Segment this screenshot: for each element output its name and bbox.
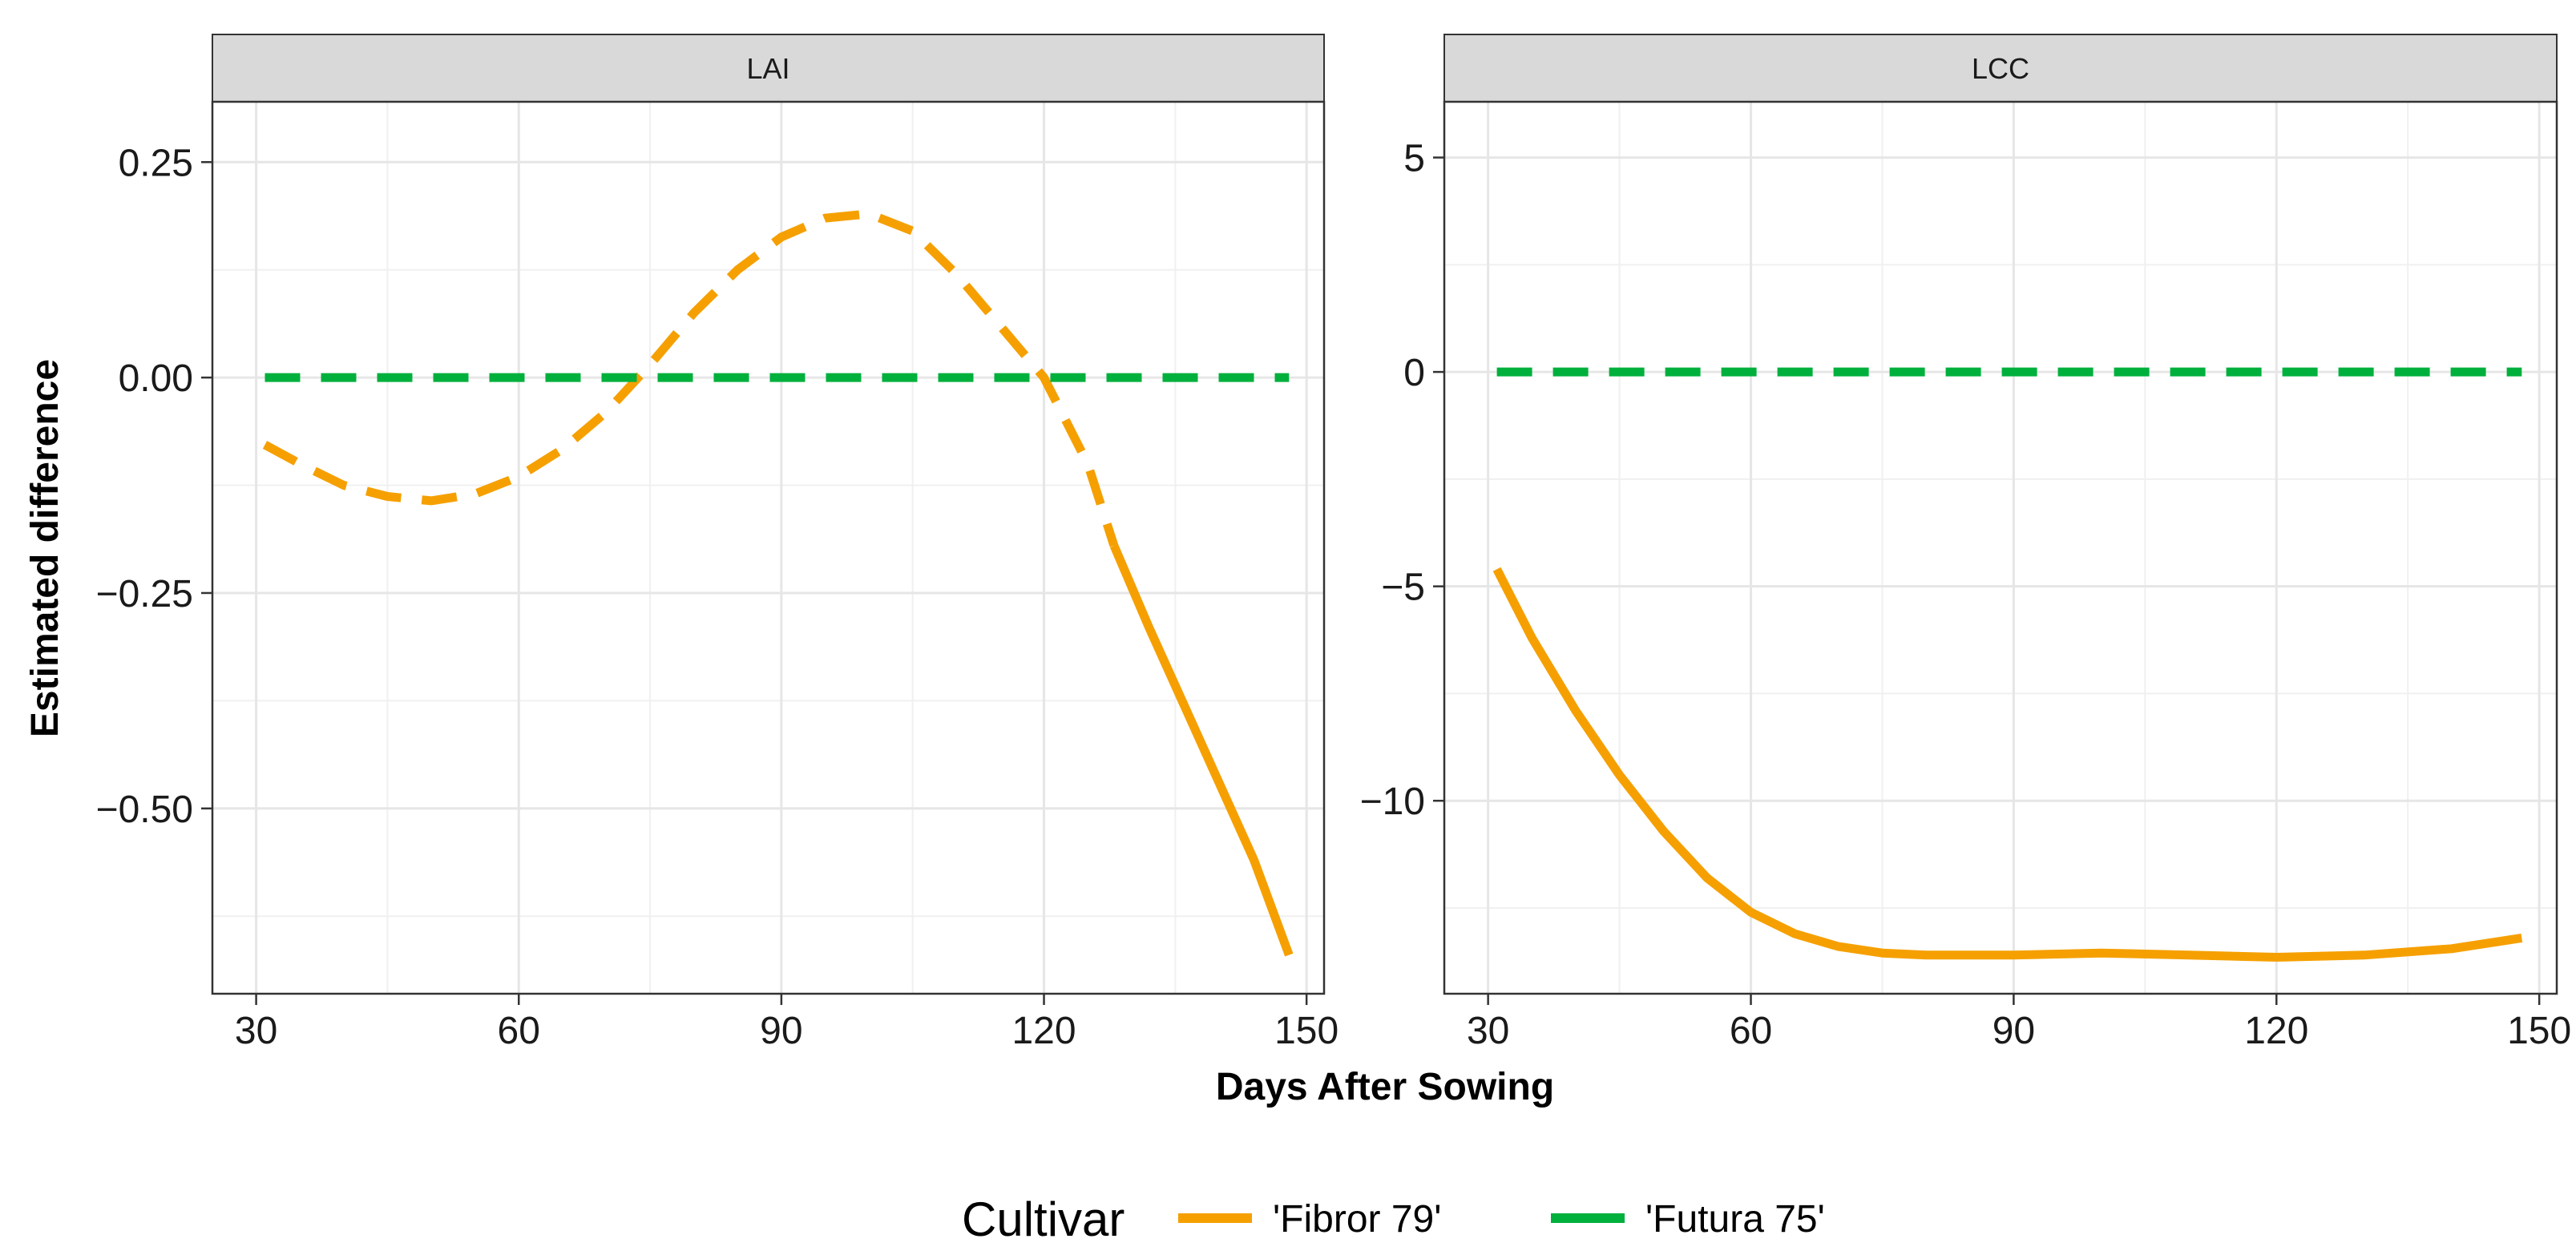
panel-background — [1444, 102, 2557, 994]
x-tick-label: 90 — [760, 1010, 802, 1052]
series-line-fibror-79-dashed — [262, 209, 1119, 547]
x-tick-label: 30 — [235, 1010, 277, 1052]
panel-background — [212, 102, 1324, 994]
legend-label-1: 'Futura 75' — [1645, 1198, 1825, 1241]
panel-strip — [1443, 34, 2558, 103]
y-tick-label: −10 — [1360, 781, 1425, 823]
x-axis-title: Days After Sowing — [1216, 1066, 1554, 1108]
legend-label-0: 'Fibror 79' — [1273, 1198, 1441, 1241]
y-tick-label: 0.00 — [119, 357, 193, 400]
series-line-fibror-79-solid — [1109, 543, 1294, 957]
y-tick-label: −0.50 — [96, 789, 193, 831]
y-tick-label: −0.25 — [96, 573, 193, 615]
legend: Cultivar 'Fibror 79' 'Futura 75' — [962, 1192, 1825, 1246]
x-tick-label: 150 — [2507, 1010, 2571, 1052]
x-tick-label: 120 — [1011, 1010, 1076, 1052]
x-tick-label: 60 — [498, 1010, 540, 1052]
y-tick-label: 0 — [1403, 352, 1425, 394]
x-tick-label: 120 — [2244, 1010, 2308, 1052]
panel-lcc: LCC 30 60 90 120 150 5 0 −5 −10 — [1360, 34, 2571, 1052]
x-tick-label: 90 — [1993, 1010, 2035, 1052]
y-tick-label: −5 — [1381, 567, 1425, 609]
x-tick-label: 150 — [1274, 1010, 1338, 1052]
legend-title: Cultivar — [962, 1192, 1124, 1246]
x-tick-label: 30 — [1467, 1010, 1509, 1052]
panel-strip — [212, 34, 1325, 103]
panel-lai: LAI 30 60 90 120 150 0.25 0.00 −0.25 −0.50 — [96, 34, 1338, 1052]
series-line-fibror-79-solid — [1492, 567, 2523, 962]
panel-strip-label: LCC — [1972, 52, 2029, 85]
panel-strip-label: LAI — [746, 52, 789, 85]
panel-border — [1443, 100, 2558, 995]
y-tick-label: 5 — [1403, 138, 1425, 180]
panel-border — [211, 100, 1326, 995]
y-tick-label: 0.25 — [119, 142, 193, 184]
y-axis-title: Estimated difference — [24, 359, 67, 737]
x-tick-label: 60 — [1730, 1010, 1772, 1052]
